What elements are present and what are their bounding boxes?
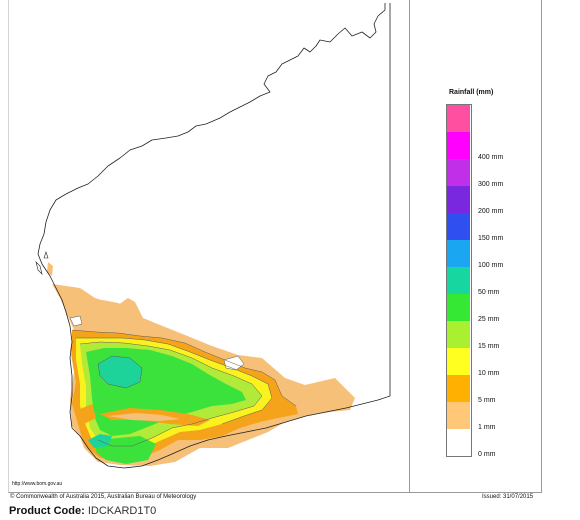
- legend-label: 15 mm: [478, 343, 500, 350]
- legend-label: 200 mm: [478, 208, 504, 215]
- rain-zone-1mm: [108, 413, 180, 421]
- legend-swatch: [447, 429, 470, 456]
- legend-label: 300 mm: [478, 181, 504, 188]
- legend-swatch: [447, 294, 470, 321]
- legend-swatch: [447, 402, 470, 429]
- legend-label: 100 mm: [478, 262, 504, 269]
- product-code: Product Code: IDCKARD1T0: [9, 505, 156, 517]
- product-code-value: IDCKARD1T0: [87, 505, 157, 517]
- legend-panel: [409, 0, 542, 493]
- legend-swatch: [447, 159, 470, 186]
- coastline: [37, 3, 391, 469]
- legend-swatch: [447, 186, 470, 213]
- legend-label: 10 mm: [478, 370, 500, 377]
- coastline: [35, 251, 49, 275]
- legend-label: 5 mm: [478, 397, 496, 404]
- legend-label: 25 mm: [478, 316, 500, 323]
- rain-zone-1mm: [102, 300, 140, 325]
- legend-title: Rainfall (mm): [449, 89, 494, 96]
- rainfall-map: [35, 3, 391, 469]
- legend-swatch: [447, 267, 470, 294]
- legend-swatch: [447, 132, 470, 159]
- rain-zone-25mm: [96, 436, 156, 464]
- legend-label: 400 mm: [478, 154, 504, 161]
- rain-zone-1mm: [47, 262, 53, 276]
- dry-pocket: [69, 315, 83, 327]
- legend-label: 0 mm: [478, 451, 496, 458]
- dry-pocket: [223, 355, 245, 371]
- map-panel: [8, 0, 410, 493]
- rain-zone-5mm: [78, 404, 96, 424]
- rain-zone-50mm: [98, 356, 142, 388]
- legend-swatch: [447, 348, 470, 375]
- legend-swatch: [447, 375, 470, 402]
- legend-swatch: [447, 105, 470, 132]
- product-code-label: Product Code:: [9, 505, 85, 517]
- legend-swatch: [447, 321, 470, 348]
- contour-lines: [71, 329, 297, 447]
- legend-label: 1 mm: [478, 424, 496, 431]
- legend-swatch: [447, 213, 470, 240]
- legend-swatch: [447, 240, 470, 267]
- legend-label: 150 mm: [478, 235, 504, 242]
- issued-date: Issued: 31/07/2015: [482, 494, 534, 500]
- source-url: http://www.bom.gov.au: [12, 481, 63, 487]
- legend-outline: [446, 104, 472, 457]
- copyright-text: © Commonwealth of Australia 2015, Austra…: [10, 494, 197, 500]
- legend-label: 50 mm: [478, 289, 500, 296]
